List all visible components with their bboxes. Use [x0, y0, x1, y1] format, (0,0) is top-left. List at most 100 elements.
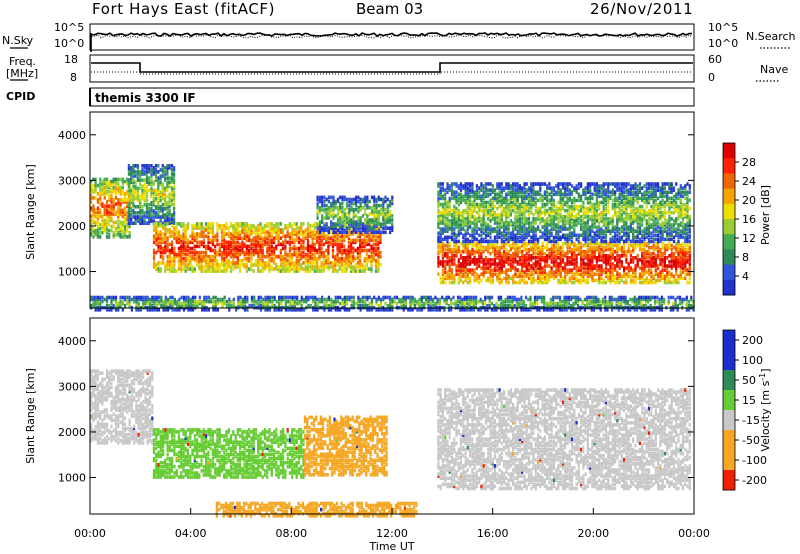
power-echo-cell [518, 208, 521, 213]
power-echo-cell [207, 263, 210, 267]
power-echo-cell [211, 242, 214, 247]
power-echo-cell [90, 206, 93, 210]
power-echo-cell [512, 258, 515, 262]
power-echo-cell [227, 263, 230, 267]
power-echo-cell [663, 258, 666, 262]
power-echo-cell [681, 241, 685, 246]
power-echo-cell [325, 224, 328, 228]
power-echo-cell [503, 225, 506, 229]
power-echo-cell [306, 246, 310, 251]
power-echo-cell [527, 223, 531, 227]
nave-tick-bottom: 0 [708, 71, 715, 84]
power-echo-cell [525, 221, 528, 225]
power-echo-cell [537, 274, 540, 279]
power-echo-cell [236, 236, 239, 240]
power-echo-cell [462, 186, 465, 190]
power-echo-cell [546, 272, 549, 276]
power-echo-cell [200, 222, 203, 226]
power-echo-cell [534, 268, 537, 272]
power-echo-cell [143, 221, 146, 225]
power-echo-cell [450, 213, 454, 217]
power-echo-cell [459, 200, 463, 205]
power-echo-cell [580, 256, 583, 260]
power-echo-cell [530, 202, 533, 207]
power-echo-cell [105, 192, 109, 196]
power-echo-cell [336, 232, 339, 236]
power-echo-cell [459, 213, 463, 217]
power-echo-cell [164, 232, 167, 236]
power-echo-cell [620, 247, 623, 252]
power-echo-cell [323, 195, 326, 200]
power-echo-cell [152, 234, 156, 238]
power-echo-cell [155, 230, 158, 234]
power-echo-cell [157, 230, 160, 234]
power-echo-cell [503, 243, 506, 248]
power-echo-cell [469, 221, 472, 225]
power-echo-cell [448, 241, 451, 246]
power-echo-cell [121, 210, 124, 215]
power-echo-cell [304, 269, 307, 273]
power-echo-cell [114, 181, 118, 186]
power-echo-cell [441, 204, 444, 209]
power-echo-cell [186, 240, 190, 245]
power-echo-cell [473, 241, 476, 246]
power-echo-cell [677, 260, 680, 264]
power-echo-cell [480, 229, 483, 233]
power-echo-cell [509, 184, 512, 188]
power-echo-cell [505, 227, 508, 231]
power-echo-cell [668, 278, 671, 283]
power-echo-cell [459, 196, 463, 201]
power-echo-cell [600, 254, 603, 258]
power-echo-cell [611, 270, 614, 274]
power-echo-cell [134, 217, 137, 221]
power-echo-cell [521, 258, 524, 262]
power-echo-cell [377, 256, 380, 261]
power-echo-cell [229, 244, 233, 249]
power-echo-cell [284, 250, 287, 255]
power-echo-cell [309, 265, 312, 269]
power-echo-cell [527, 196, 531, 201]
power-echo-cell [370, 250, 373, 255]
power-echo-cell [270, 248, 273, 253]
power-echo-cell [561, 266, 565, 270]
power-echo-cell [209, 226, 212, 230]
power-echo-cell [466, 202, 469, 207]
power-echo-cell [598, 249, 601, 254]
power-echo-cell [471, 208, 474, 213]
power-echo-cell [273, 240, 276, 245]
power-echo-cell [218, 263, 221, 267]
power-echo-cell [643, 268, 646, 272]
power-echo-cell [516, 194, 519, 199]
power-echo-cell [127, 221, 130, 225]
power-echo-cell [225, 248, 228, 253]
power-echo-cell [257, 230, 260, 234]
power-echo-cell [666, 272, 669, 276]
power-echo-cell [462, 258, 465, 262]
power-echo-cell [557, 251, 560, 256]
power-echo-cell [236, 250, 239, 255]
power-echo-cell [263, 267, 267, 271]
power-echo-cell [382, 199, 385, 204]
power-echo-cell [375, 210, 378, 214]
power-echo-cell [241, 240, 244, 245]
power-echo-cell [484, 194, 488, 199]
power-echo-cell [325, 212, 328, 216]
power-echo-cell [462, 225, 465, 229]
power-echo-cell [234, 248, 237, 253]
power-echo-cell [475, 231, 478, 235]
power-echo-cell [166, 184, 169, 189]
power-echo-cell [180, 238, 183, 243]
power-echo-cell [650, 274, 653, 279]
power-echo-cell [444, 198, 447, 203]
power-echo-cell [304, 236, 307, 240]
power-echo-cell [327, 267, 330, 271]
power-echo-cell [532, 213, 535, 217]
power-echo-cell [105, 208, 109, 212]
power-echo-cell [675, 247, 678, 252]
power-echo-cell [293, 222, 296, 226]
power-echo-cell [347, 252, 350, 257]
power-echo-cell [297, 246, 301, 251]
power-echo-cell [341, 214, 344, 218]
power-echo-cell [618, 254, 621, 258]
power-echo-cell [482, 268, 485, 272]
